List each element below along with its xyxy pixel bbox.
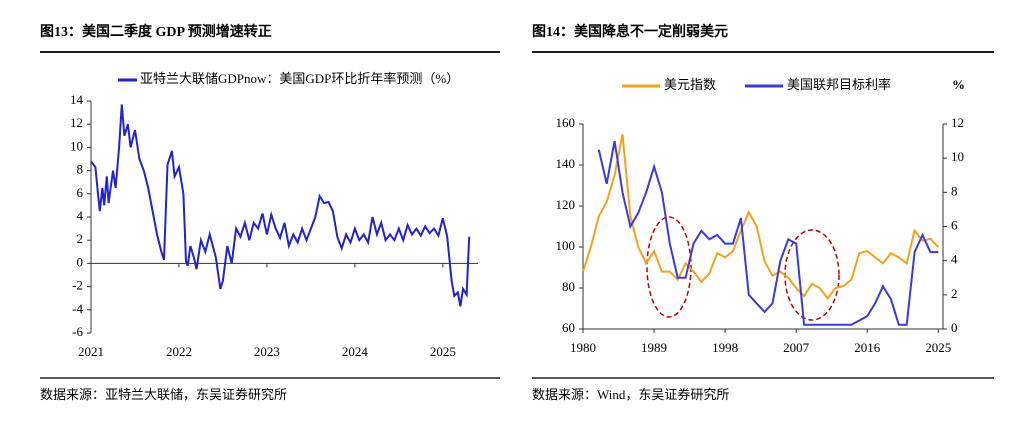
y-tick-label: 4	[77, 208, 84, 223]
y2-tick-label: 10	[951, 149, 964, 164]
y-tick-label: 10	[70, 138, 83, 153]
y2-tick-label: 2	[951, 286, 958, 301]
y2-tick-label: 4	[951, 252, 958, 267]
x-tick-label: 1980	[570, 340, 596, 355]
y-tick-label: 60	[562, 320, 575, 335]
legend-label: 亚特兰大联储GDPnow：美国GDP环比折年率预测（%）	[140, 71, 460, 86]
y2-tick-label: 0	[951, 320, 958, 335]
highlight-ellipse	[646, 216, 692, 318]
y-tick-label: 14	[70, 92, 84, 107]
y-tick-label: 2	[77, 231, 84, 246]
y-tick-label: -2	[72, 278, 83, 293]
y-tick-label: 100	[556, 238, 576, 253]
y2-axis-label: %	[952, 77, 965, 92]
data-line	[90, 104, 471, 307]
highlight-ellipse	[784, 229, 840, 321]
x-tick-label: 2023	[254, 344, 280, 359]
y2-tick-label: 6	[951, 217, 958, 232]
y-tick-label: 80	[562, 279, 575, 294]
y-tick-label: 6	[77, 185, 84, 200]
legend-label: 美国联邦目标利率	[787, 77, 891, 92]
y-tick-label: 140	[556, 156, 576, 171]
y2-tick-label: 8	[951, 183, 958, 198]
data-line	[597, 140, 939, 326]
x-tick-label: 2007	[783, 340, 810, 355]
legend-label: 美元指数	[664, 77, 716, 92]
chart-title: 图14：美国降息不一定削弱美元	[532, 23, 728, 40]
data-line	[582, 134, 940, 300]
x-tick-label: 1998	[712, 340, 738, 355]
y-tick-label: 160	[556, 115, 576, 130]
x-tick-label: 2025	[430, 344, 456, 359]
y-tick-label: -4	[72, 301, 83, 316]
x-tick-label: 2022	[166, 344, 192, 359]
source-note: 数据来源：亚特兰大联储，东吴证券研究所	[40, 387, 287, 402]
y-tick-label: -6	[72, 324, 83, 339]
chart-title: 图13：美国二季度 GDP 预测增速转正	[40, 23, 272, 40]
y-tick-label: 0	[77, 254, 84, 269]
x-tick-label: 2016	[854, 340, 881, 355]
x-tick-label: 1989	[641, 340, 667, 355]
x-tick-label: 2025	[925, 340, 951, 355]
y2-tick-label: 12	[951, 115, 964, 130]
source-note: 数据来源：Wind，东吴证券研究所	[532, 387, 729, 402]
y-tick-label: 120	[556, 197, 576, 212]
y-tick-label: 8	[77, 162, 84, 177]
y-tick-label: 12	[70, 115, 83, 130]
x-tick-label: 2021	[78, 344, 104, 359]
x-tick-label: 2024	[342, 344, 369, 359]
